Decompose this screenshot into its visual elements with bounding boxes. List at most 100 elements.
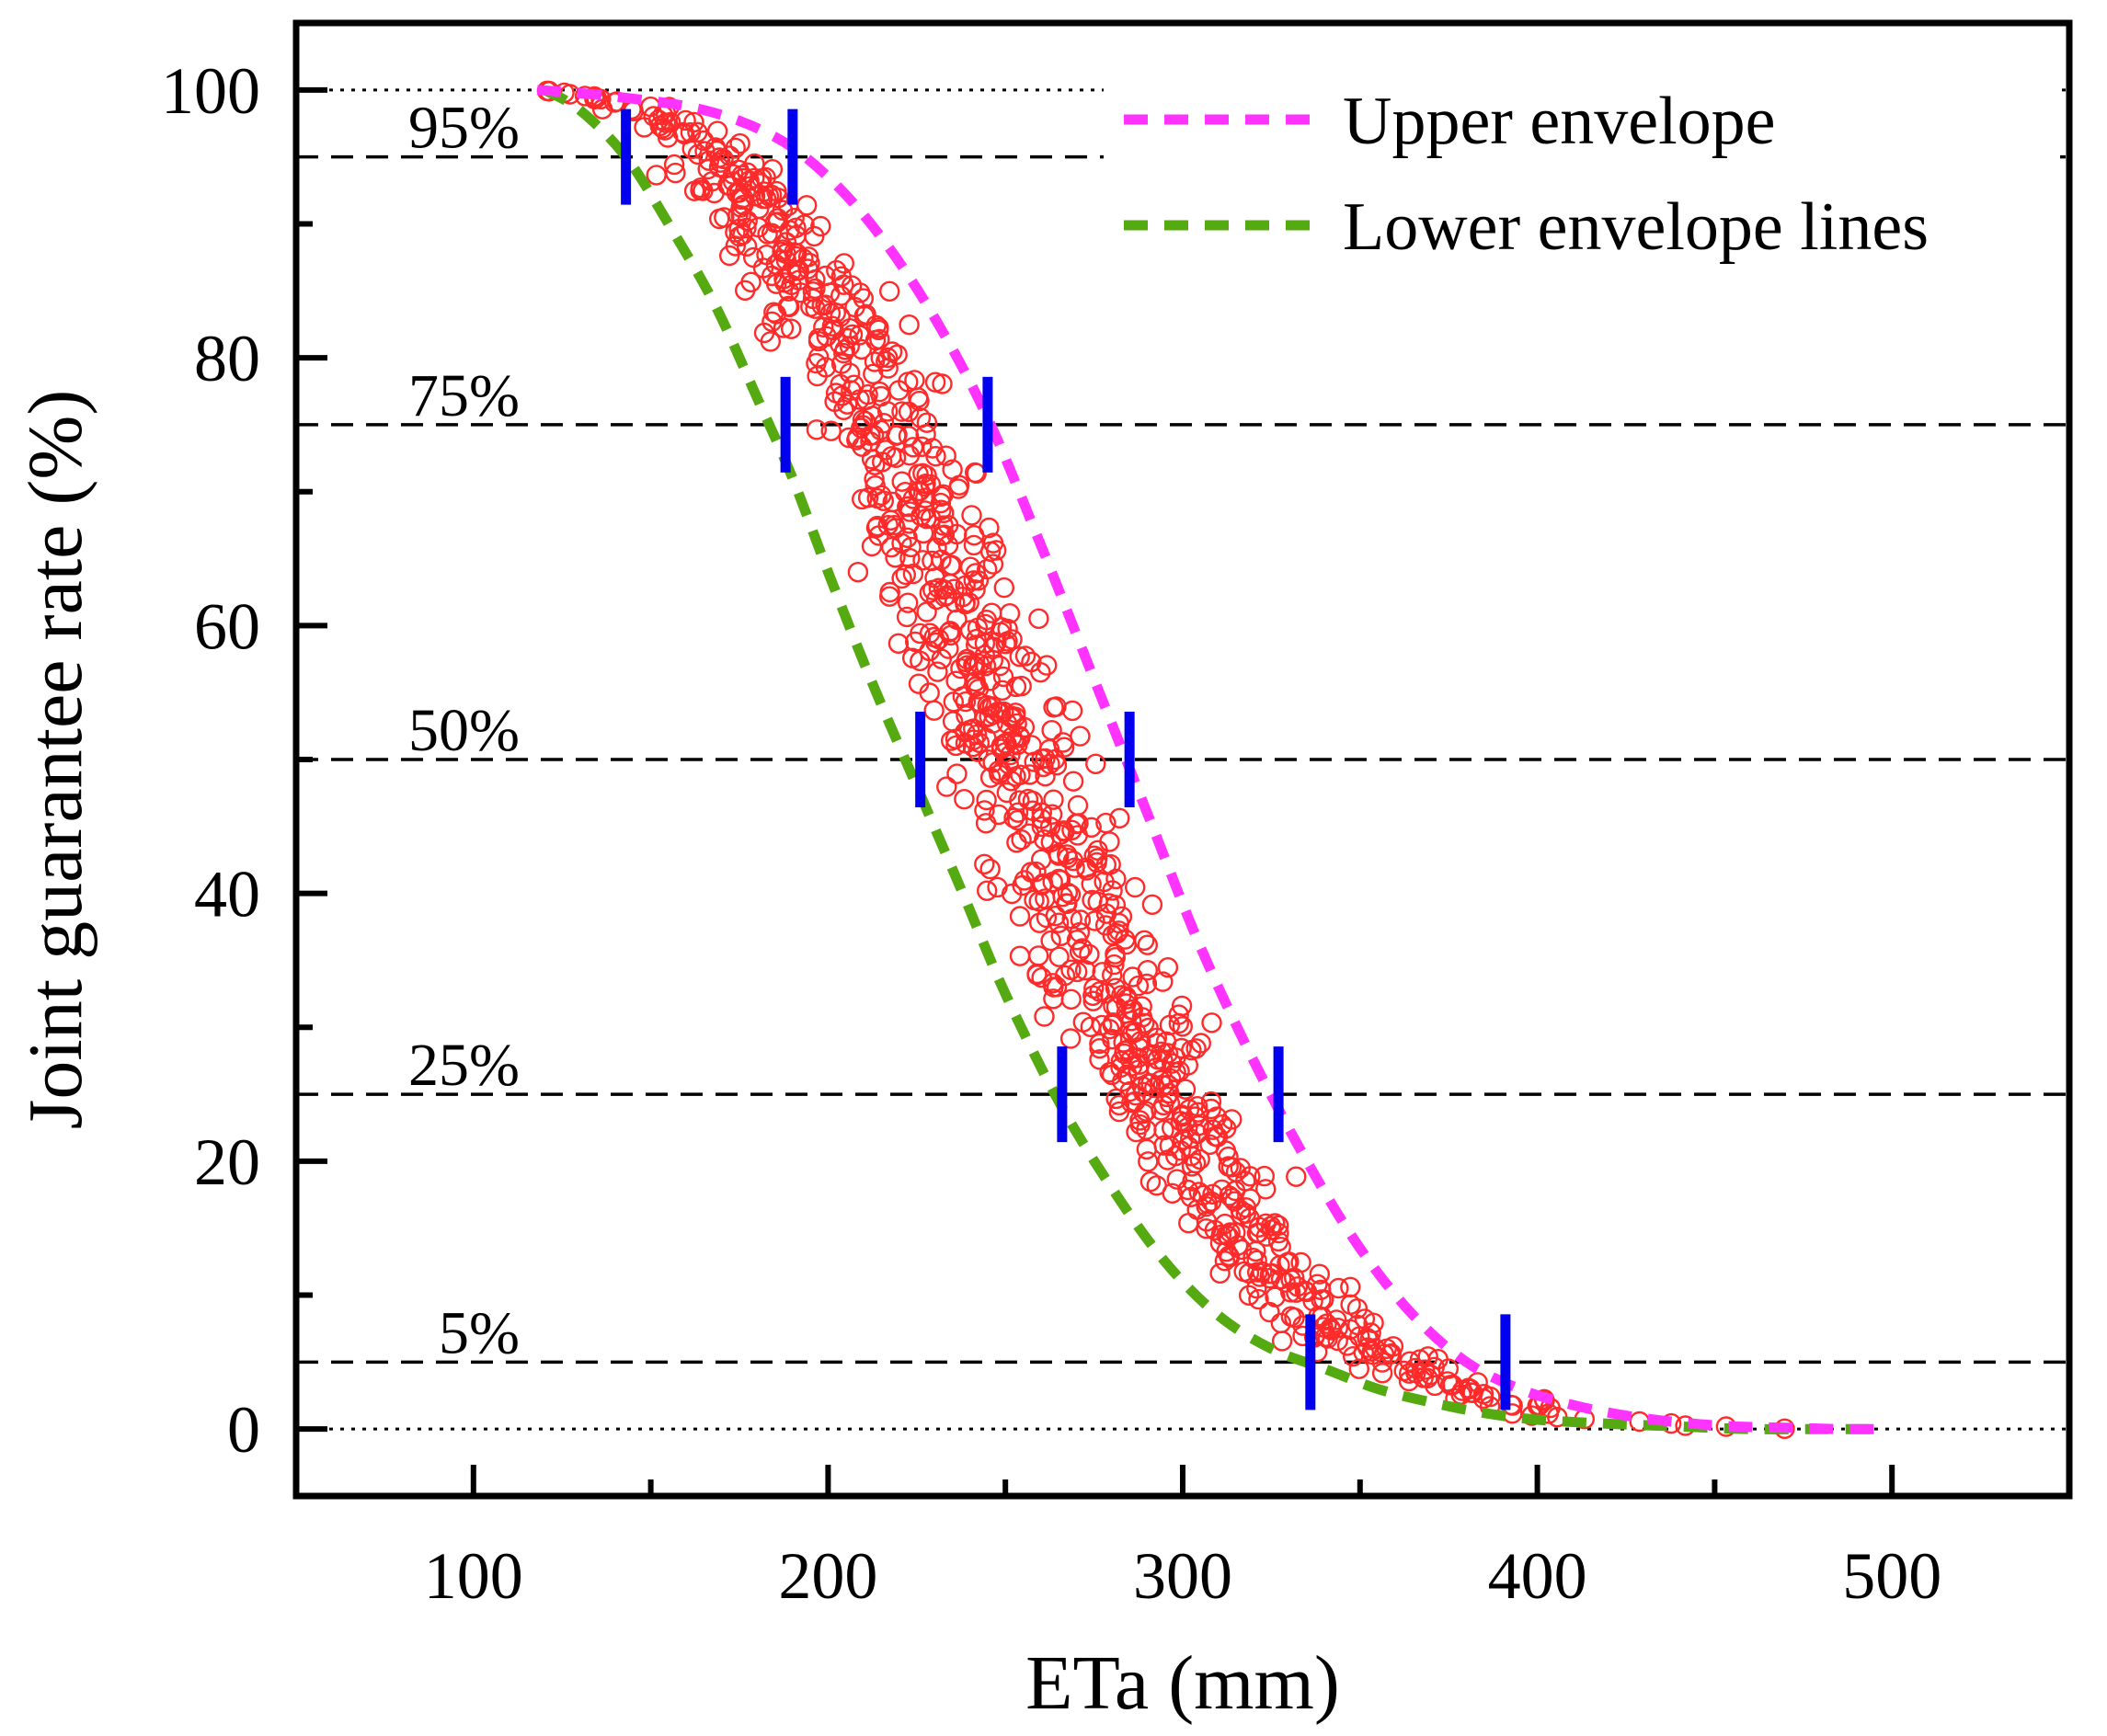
upper-envelope-line bbox=[536, 85, 1885, 1434]
reference-label-75: 75% bbox=[408, 362, 520, 429]
scatter-point bbox=[955, 691, 977, 713]
y-tick-label-40: 40 bbox=[194, 858, 260, 931]
x-tick-label-100: 100 bbox=[424, 1539, 523, 1613]
scatter-point bbox=[991, 761, 1013, 783]
scatter-point bbox=[1021, 651, 1042, 673]
scatter-point bbox=[1048, 946, 1070, 967]
scatter-point bbox=[936, 776, 957, 797]
scatter-point bbox=[1178, 1099, 1200, 1120]
scatter-point bbox=[1172, 1016, 1194, 1037]
scatter-point bbox=[723, 171, 744, 192]
scatter-point bbox=[1376, 1338, 1398, 1360]
scatter-point bbox=[1138, 1151, 1159, 1172]
scatter-point bbox=[1124, 1091, 1146, 1113]
scatter-point bbox=[1173, 1129, 1194, 1150]
legend-label-0: Upper envelope bbox=[1343, 84, 1776, 159]
scatter-point bbox=[870, 385, 892, 407]
scatter-point bbox=[1030, 849, 1052, 870]
scatter-point bbox=[719, 176, 741, 197]
scatter-point bbox=[923, 700, 945, 721]
scatter-point bbox=[1108, 920, 1129, 942]
scatter-point bbox=[1349, 1326, 1370, 1347]
scatter-point bbox=[1108, 1094, 1130, 1116]
scatter-point bbox=[842, 324, 864, 345]
scatter-point bbox=[922, 438, 944, 459]
scatter-point bbox=[940, 555, 961, 577]
reference-label-95: 95% bbox=[408, 95, 520, 162]
scatter-point bbox=[1361, 1341, 1383, 1362]
scatter-point bbox=[993, 577, 1015, 599]
scatter-point bbox=[761, 265, 783, 287]
scatter-point bbox=[961, 505, 982, 526]
scatter-point bbox=[1398, 1370, 1420, 1392]
scatter-point bbox=[1346, 1297, 1368, 1319]
scatter-point bbox=[1042, 973, 1063, 994]
scatter-point bbox=[1024, 889, 1045, 910]
scatter-point bbox=[924, 371, 946, 393]
scatter-point bbox=[860, 425, 881, 446]
scatter-point bbox=[1112, 1070, 1133, 1092]
scatter-point bbox=[1087, 839, 1108, 861]
scatter-point bbox=[927, 661, 948, 682]
scatter-point bbox=[1317, 1328, 1338, 1349]
scatter-point bbox=[847, 562, 869, 583]
scatter-point bbox=[864, 351, 886, 372]
scatter-point bbox=[1239, 1207, 1260, 1229]
scatter-point bbox=[680, 121, 702, 143]
scatter-point bbox=[955, 733, 977, 754]
scatter-point bbox=[1005, 766, 1026, 787]
scatter-point bbox=[916, 412, 938, 433]
scatter-point bbox=[916, 465, 937, 486]
scatter-point bbox=[1310, 1279, 1332, 1301]
scatter-point bbox=[1211, 1179, 1232, 1201]
scatter-point bbox=[1129, 1031, 1151, 1052]
scatter-point bbox=[945, 735, 967, 757]
scatter-point bbox=[794, 214, 815, 235]
scatter-point bbox=[1076, 860, 1097, 881]
scatter-point bbox=[1136, 1119, 1157, 1140]
scatter-point bbox=[1137, 934, 1159, 955]
scatter-point bbox=[976, 789, 997, 811]
scatter-point bbox=[975, 813, 997, 834]
scatter-point bbox=[982, 649, 1004, 671]
scatter-point bbox=[672, 121, 693, 143]
reference-label-25: 25% bbox=[408, 1032, 520, 1099]
scatter-point bbox=[898, 426, 920, 447]
scatter-point bbox=[1014, 645, 1036, 667]
scatter-point bbox=[854, 411, 876, 432]
scatter-point bbox=[1057, 893, 1078, 914]
scatter-point bbox=[1462, 1382, 1483, 1404]
scatter-point bbox=[912, 522, 934, 544]
scatter-point bbox=[1089, 1033, 1110, 1055]
scatter-point bbox=[1181, 1039, 1202, 1061]
scatter-point bbox=[659, 111, 681, 133]
scatter-point bbox=[766, 180, 787, 202]
scatter-point bbox=[1022, 790, 1044, 812]
scatter-point bbox=[690, 177, 712, 199]
scatter-point bbox=[1359, 1329, 1380, 1351]
x-tick-label-200: 200 bbox=[778, 1539, 877, 1613]
scatter-point bbox=[965, 579, 986, 600]
scatter-point bbox=[1062, 771, 1084, 792]
scatter-point bbox=[1200, 1191, 1222, 1212]
scatter-point bbox=[1070, 725, 1091, 747]
scatter-point bbox=[675, 109, 696, 131]
scatter-point bbox=[1021, 735, 1042, 756]
scatter-point bbox=[1031, 816, 1053, 838]
scatter-point bbox=[1101, 965, 1123, 986]
scatter-point bbox=[649, 115, 670, 137]
scatter-point bbox=[1009, 945, 1031, 966]
scatter-point bbox=[1060, 959, 1082, 981]
scatter-point bbox=[974, 853, 995, 874]
scatter-point bbox=[933, 502, 955, 523]
scatter-point bbox=[1209, 1262, 1231, 1285]
scatter-point bbox=[1218, 1156, 1239, 1177]
scatter-point bbox=[1187, 1102, 1208, 1123]
scatter-point bbox=[887, 633, 910, 654]
scatter-point bbox=[1182, 1171, 1203, 1192]
scatter-point bbox=[1186, 1123, 1208, 1145]
scatter-point bbox=[976, 880, 998, 901]
scatter-point bbox=[964, 656, 986, 677]
scatter-point bbox=[1146, 1027, 1168, 1049]
scatter-point bbox=[1137, 959, 1159, 981]
